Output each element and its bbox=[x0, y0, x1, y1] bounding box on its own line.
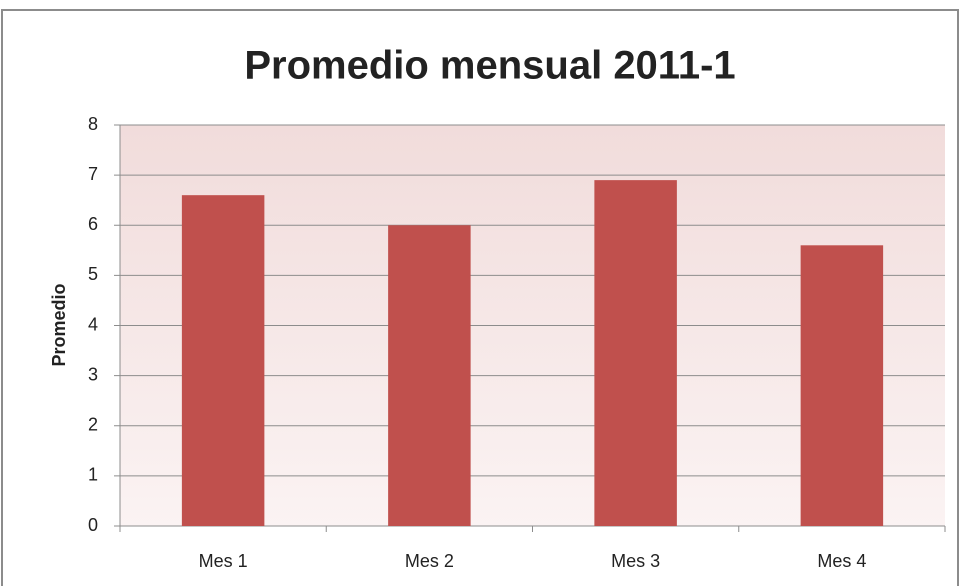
y-tick-label: 3 bbox=[88, 364, 98, 384]
x-tick-label: Mes 2 bbox=[405, 551, 454, 571]
y-axis-label: Promedio bbox=[49, 283, 69, 366]
y-tick-label: 7 bbox=[88, 164, 98, 184]
y-tick-label: 5 bbox=[88, 264, 98, 284]
y-tick-label: 6 bbox=[88, 214, 98, 234]
bar bbox=[594, 180, 677, 526]
x-tick-label: Mes 3 bbox=[611, 551, 660, 571]
y-tick-label: 2 bbox=[88, 415, 98, 435]
y-tick-label: 4 bbox=[88, 314, 98, 334]
y-tick-label: 8 bbox=[88, 114, 98, 134]
bar bbox=[388, 225, 471, 526]
bar bbox=[800, 245, 884, 527]
y-tick-label: 1 bbox=[88, 465, 98, 485]
bar bbox=[181, 195, 265, 527]
x-tick-label: Mes 1 bbox=[199, 551, 248, 571]
x-tick-label: Mes 4 bbox=[817, 551, 866, 571]
y-tick-label: 0 bbox=[88, 515, 98, 535]
chart-title: Promedio mensual 2011-1 bbox=[244, 44, 735, 88]
